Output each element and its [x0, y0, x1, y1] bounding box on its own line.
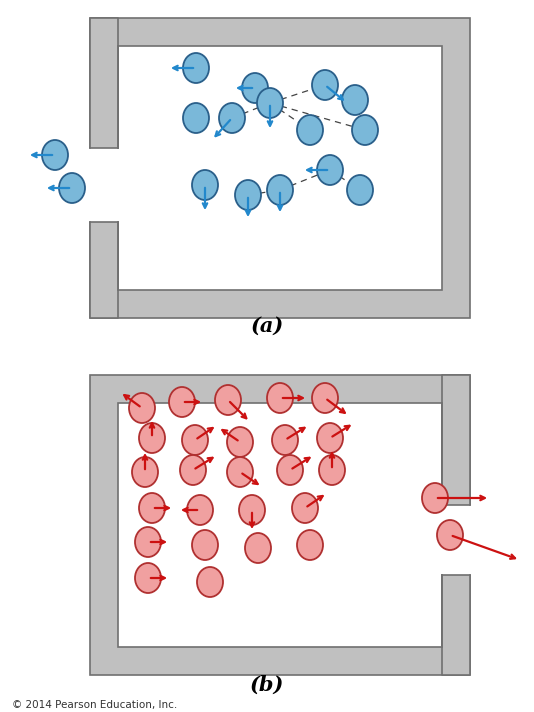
Bar	[90, 222, 118, 318]
Ellipse shape	[169, 387, 195, 417]
Ellipse shape	[59, 173, 85, 203]
Ellipse shape	[183, 53, 209, 83]
Bar	[90, 18, 118, 148]
Ellipse shape	[197, 567, 223, 597]
Bar	[90, 375, 470, 675]
Ellipse shape	[319, 455, 345, 485]
Ellipse shape	[277, 455, 303, 485]
Ellipse shape	[242, 73, 268, 103]
Ellipse shape	[182, 425, 208, 455]
Ellipse shape	[135, 527, 161, 557]
Text: (a): (a)	[250, 316, 284, 336]
Bar	[90, 18, 470, 318]
Ellipse shape	[297, 530, 323, 560]
Ellipse shape	[42, 140, 68, 170]
Ellipse shape	[187, 495, 213, 525]
Ellipse shape	[219, 103, 245, 133]
Ellipse shape	[192, 170, 218, 200]
Ellipse shape	[272, 425, 298, 455]
Bar	[118, 403, 442, 647]
Bar	[440, 505, 472, 575]
Ellipse shape	[239, 495, 265, 525]
Ellipse shape	[132, 457, 158, 487]
Bar	[118, 46, 442, 290]
Ellipse shape	[227, 457, 253, 487]
Ellipse shape	[437, 520, 463, 550]
Ellipse shape	[183, 103, 209, 133]
Ellipse shape	[297, 115, 323, 145]
Bar	[442, 575, 470, 675]
Ellipse shape	[139, 493, 165, 523]
Ellipse shape	[267, 175, 293, 205]
Ellipse shape	[312, 70, 338, 100]
Ellipse shape	[257, 88, 283, 118]
Ellipse shape	[192, 530, 218, 560]
Ellipse shape	[317, 423, 343, 453]
Text: (b): (b)	[250, 675, 284, 695]
Ellipse shape	[135, 563, 161, 593]
Ellipse shape	[317, 155, 343, 185]
Ellipse shape	[312, 383, 338, 413]
Bar	[88, 148, 120, 222]
Ellipse shape	[292, 493, 318, 523]
Text: © 2014 Pearson Education, Inc.: © 2014 Pearson Education, Inc.	[12, 700, 177, 710]
Ellipse shape	[347, 175, 373, 205]
Bar	[442, 375, 470, 505]
Ellipse shape	[235, 180, 261, 210]
Ellipse shape	[245, 533, 271, 563]
Ellipse shape	[215, 385, 241, 415]
Ellipse shape	[227, 427, 253, 457]
Ellipse shape	[267, 383, 293, 413]
Ellipse shape	[180, 455, 206, 485]
Ellipse shape	[352, 115, 378, 145]
Ellipse shape	[129, 393, 155, 423]
Ellipse shape	[139, 423, 165, 453]
Ellipse shape	[422, 483, 448, 513]
Ellipse shape	[342, 85, 368, 115]
